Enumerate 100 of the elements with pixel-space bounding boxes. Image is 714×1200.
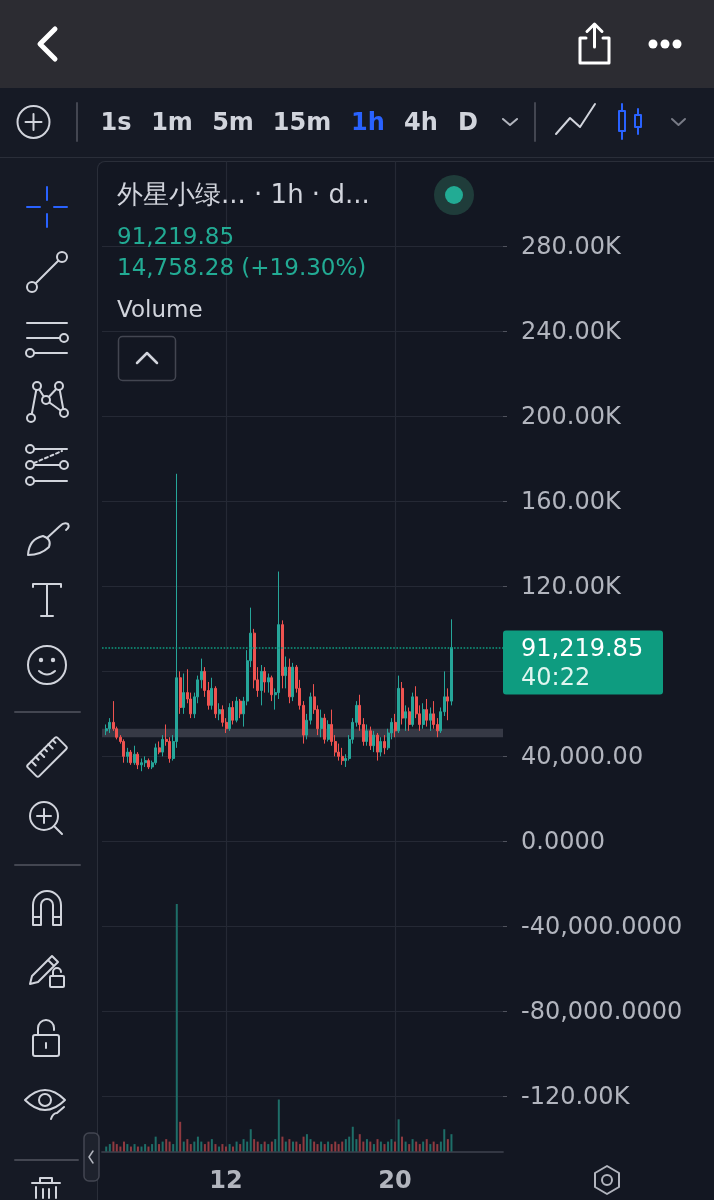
- y-tick-label: 280.00K: [521, 232, 622, 261]
- candlestick: [267, 673, 270, 694]
- candlestick: [161, 734, 164, 757]
- candlestick: [404, 704, 407, 732]
- text: 15m: [272, 108, 332, 136]
- candlestick: [144, 755, 147, 768]
- candlestick: [281, 619, 284, 689]
- text: 1h: [351, 108, 385, 136]
- candlestick: [210, 677, 213, 711]
- candlestick: [126, 747, 129, 764]
- bar: [394, 1141, 397, 1152]
- bar: [105, 1146, 108, 1152]
- candlestick: [408, 706, 411, 732]
- candlestick: [284, 656, 287, 689]
- bar: [186, 1139, 189, 1152]
- bar: [313, 1141, 316, 1152]
- bar: [175, 904, 178, 1152]
- bar: [401, 1136, 404, 1152]
- bar: [154, 1136, 157, 1152]
- candlestick: [136, 751, 139, 770]
- bar: [189, 1144, 192, 1152]
- bar: [411, 1139, 414, 1152]
- bar: [168, 1141, 171, 1152]
- candlestick: [327, 719, 330, 742]
- bar: [140, 1146, 143, 1152]
- bar: [122, 1141, 125, 1152]
- bar: [182, 1141, 185, 1152]
- chart-title: Volume: [117, 295, 203, 322]
- candlestick: [341, 747, 344, 766]
- bar: [298, 1144, 301, 1152]
- bar: [165, 1139, 168, 1152]
- bar: [235, 1141, 238, 1152]
- candlestick: [214, 685, 217, 719]
- candlestick: [397, 675, 400, 734]
- candlestick: [158, 740, 161, 755]
- candlestick: [263, 666, 266, 694]
- bar: [112, 1141, 115, 1152]
- candlestick: [288, 658, 291, 704]
- bar: [108, 1144, 111, 1152]
- candlestick: [108, 717, 111, 734]
- x-tick-label: 12: [209, 1165, 243, 1194]
- text: 5m: [212, 108, 254, 136]
- bar: [115, 1144, 118, 1152]
- bar: [415, 1141, 418, 1152]
- bar: [196, 1136, 199, 1152]
- annotation: 91,219.85: [117, 223, 235, 249]
- text: D: [458, 108, 478, 136]
- bar: [334, 1141, 337, 1152]
- bar: [450, 1134, 453, 1152]
- bar: [358, 1134, 361, 1152]
- y-tick-label: 200.00K: [521, 402, 622, 431]
- y-tick-label: 160.00K: [521, 487, 622, 516]
- bar: [179, 1121, 182, 1152]
- candlestick: [372, 730, 375, 753]
- candlestick: [376, 732, 379, 762]
- bar: [337, 1144, 340, 1152]
- bar: [348, 1136, 351, 1152]
- bar: [446, 1139, 449, 1152]
- candlestick: [129, 749, 132, 766]
- y-tick-label: -80,000.0000: [521, 997, 683, 1026]
- candlestick: [231, 700, 234, 725]
- candlestick: [450, 618, 453, 706]
- y-tick-label: -120.00K: [521, 1082, 631, 1111]
- candlestick: [228, 702, 231, 732]
- candlestick: [182, 673, 185, 715]
- candlestick: [260, 664, 263, 706]
- candlestick: [140, 757, 143, 772]
- candlestick: [379, 736, 382, 757]
- bar: [288, 1139, 291, 1152]
- bar: [242, 1139, 245, 1152]
- text: 1m: [151, 108, 193, 136]
- bar: [214, 1144, 217, 1152]
- candlestick: [147, 757, 150, 770]
- y-tick-label: -40,000.0000: [521, 912, 683, 941]
- bar: [404, 1141, 407, 1152]
- bar: [119, 1146, 122, 1152]
- candlestick: [235, 696, 238, 723]
- candlestick: [179, 670, 182, 715]
- bar: [193, 1141, 196, 1152]
- bar: [228, 1144, 231, 1152]
- y-tick-label: 40,000.00: [521, 742, 644, 771]
- annotation: 14,758.28 (+19.30%): [117, 254, 367, 280]
- candlestick: [365, 723, 368, 747]
- y-tick-label: 240.00K: [521, 317, 622, 346]
- candlestick: [122, 738, 125, 764]
- bar: [397, 1119, 400, 1152]
- bar: [316, 1144, 319, 1152]
- bar: [443, 1129, 446, 1152]
- candlestick: [270, 675, 273, 702]
- candlestick: [422, 702, 425, 730]
- bar: [390, 1139, 393, 1152]
- candlestick: [218, 702, 221, 721]
- candlestick: [446, 687, 449, 721]
- bar: [387, 1141, 390, 1152]
- bar: [274, 1139, 277, 1152]
- text: 4h: [404, 108, 438, 136]
- candlestick: [320, 709, 323, 738]
- bar: [256, 1141, 259, 1152]
- text: 1s: [100, 108, 132, 136]
- candlestick: [369, 726, 372, 751]
